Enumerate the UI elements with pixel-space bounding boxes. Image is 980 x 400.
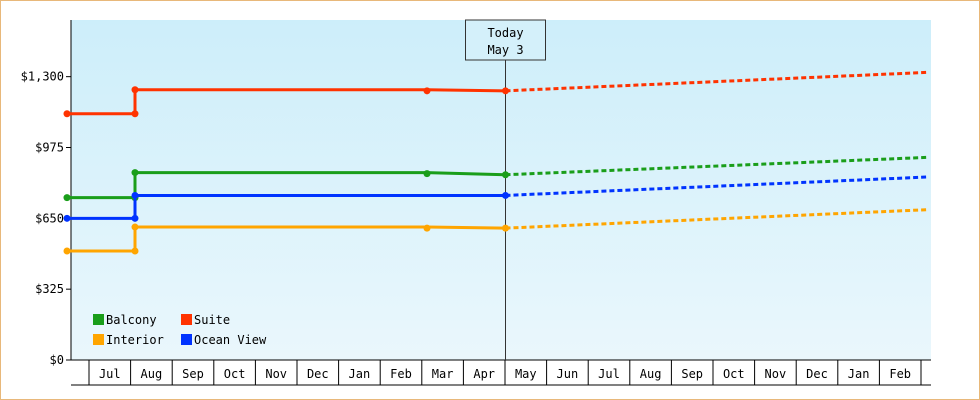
legend-label: Suite xyxy=(194,313,230,327)
today-label-box xyxy=(465,19,546,61)
series-balcony xyxy=(63,155,930,202)
data-point xyxy=(502,224,509,232)
data-point xyxy=(131,86,139,94)
legend-swatch xyxy=(181,334,192,345)
y-tick-label: $975 xyxy=(35,141,64,155)
x-tick-label: Jan xyxy=(349,367,371,381)
x-tick-label: Dec xyxy=(307,367,329,381)
y-tick-label: $1,300 xyxy=(21,70,64,84)
data-point xyxy=(63,194,71,202)
series-projection xyxy=(505,70,930,93)
x-tick-label: Jul xyxy=(598,367,620,381)
series-interior xyxy=(63,208,930,255)
x-tick-label: Jul xyxy=(99,367,121,381)
legend-label: Balcony xyxy=(106,313,157,327)
x-tick-label: May xyxy=(515,367,537,381)
data-point xyxy=(63,214,71,222)
x-tick-label: Jan xyxy=(848,367,870,381)
x-tick-label: Oct xyxy=(224,367,246,381)
data-point xyxy=(502,171,509,179)
data-point xyxy=(131,191,139,199)
series-projection xyxy=(505,175,930,197)
x-tick-label: Sep xyxy=(182,367,204,381)
data-point xyxy=(423,87,431,95)
data-point xyxy=(423,224,431,232)
x-tick-label: Dec xyxy=(806,367,828,381)
x-tick-label: Mar xyxy=(432,367,454,381)
series-projection xyxy=(505,155,930,177)
legend-swatch xyxy=(93,314,104,325)
data-point xyxy=(131,214,139,222)
data-point xyxy=(131,223,139,231)
legend-label: Ocean View xyxy=(194,333,267,347)
today-date: May 3 xyxy=(487,43,523,57)
y-tick-label: $650 xyxy=(35,211,64,225)
legend-swatch xyxy=(93,334,104,345)
data-point xyxy=(63,110,71,118)
x-tick-label: Oct xyxy=(723,367,745,381)
series-group xyxy=(63,70,930,255)
data-point xyxy=(502,87,509,95)
x-tick-label: Jun xyxy=(557,367,579,381)
series-projection xyxy=(505,208,930,230)
series-line xyxy=(67,193,506,220)
x-axis: Jul Aug Sep Oct Nov Dec Jan Feb Mar Apr May Jun Jul A… xyxy=(71,359,931,386)
y-tick-label: $325 xyxy=(35,282,64,296)
x-tick-label: Sep xyxy=(681,367,703,381)
today-label: Today xyxy=(487,26,523,40)
legend: Balcony Suite Interior Ocean View xyxy=(93,313,267,347)
x-tick-label: Apr xyxy=(473,367,495,381)
x-tick-label: Aug xyxy=(141,367,163,381)
series-suite xyxy=(63,70,930,118)
x-tick-label: Feb xyxy=(889,367,911,381)
today-marker: Today May 3 xyxy=(465,19,546,360)
series-ocean-view xyxy=(63,175,930,222)
data-point xyxy=(63,247,71,255)
data-point xyxy=(423,170,431,178)
y-tick-label: $0 xyxy=(50,353,64,367)
plot-area xyxy=(71,20,931,360)
data-point xyxy=(502,191,509,199)
y-axis: $0 $325 $650 $975 $1,300 xyxy=(21,20,72,367)
x-tick-label: Nov xyxy=(265,367,287,381)
data-point xyxy=(131,169,139,177)
data-point xyxy=(131,110,139,118)
legend-swatch xyxy=(181,314,192,325)
x-tick-label: Aug xyxy=(640,367,662,381)
x-tick-label: Feb xyxy=(390,367,412,381)
x-tick-label: Nov xyxy=(765,367,787,381)
legend-label: Interior xyxy=(106,333,164,347)
data-point xyxy=(131,247,139,255)
